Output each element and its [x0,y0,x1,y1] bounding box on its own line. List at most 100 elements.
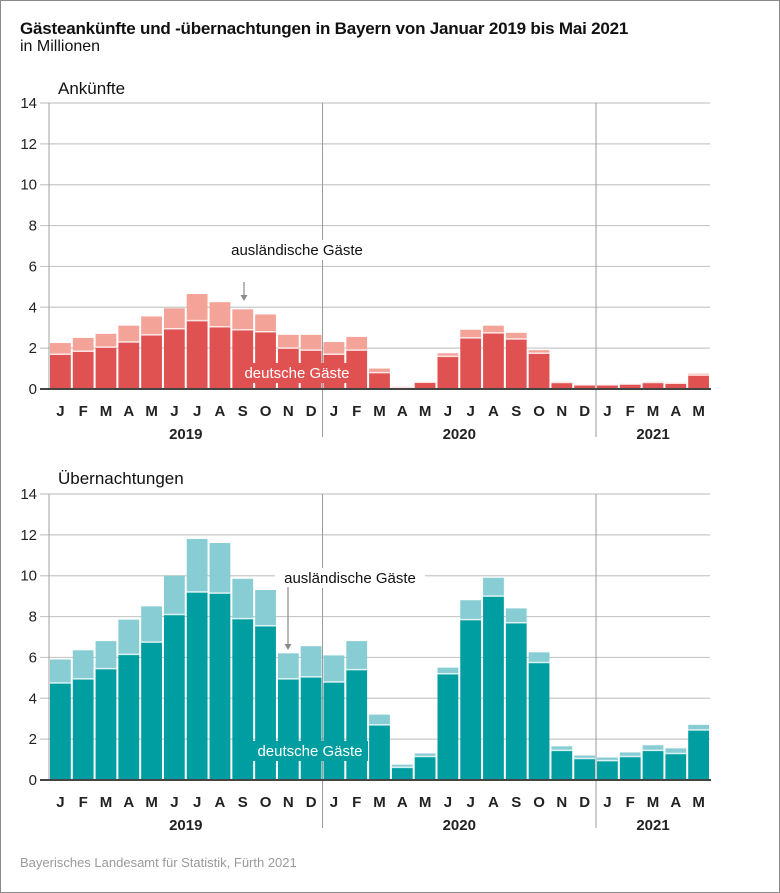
x-tick-label: J [56,794,64,811]
bar-domestic [460,337,482,389]
bar-foreign [642,745,664,751]
bar-domestic [50,682,71,780]
bar-domestic [665,383,687,389]
x-tick-label: J [603,403,611,420]
bar-foreign [483,325,504,333]
x-tick-label: J [467,403,475,420]
bar-domestic [414,756,436,780]
year-label: 2019 [169,817,202,834]
bar-domestic [619,384,641,389]
bar-foreign [369,368,390,373]
y-tick-label: 4 [29,690,37,707]
year-label: 2021 [636,817,669,834]
annotation-foreign-guests: ausländische Gäste [231,242,363,259]
x-tick-label: A [123,794,134,811]
x-tick-label: J [193,794,201,811]
chart-subtitle: in Millionen [20,38,101,55]
bar-foreign [460,600,482,620]
bar-domestic [665,753,687,780]
bar-foreign [346,336,368,351]
bar-foreign [255,314,276,332]
y-tick-label: 0 [29,772,37,789]
bar-domestic [551,750,573,780]
x-tick-label: M [692,403,705,420]
bar-foreign [141,316,162,335]
bar-domestic [688,729,709,780]
bar-domestic [209,326,231,389]
bar-foreign [277,653,299,679]
x-tick-label: A [670,403,681,420]
bar-domestic [369,372,390,389]
bar-domestic [642,382,664,389]
y-tick-label: 12 [20,527,37,544]
x-tick-label: M [145,794,158,811]
annotation-bg [275,568,425,588]
x-tick-label: M [373,403,386,420]
bar-domestic [163,328,185,389]
bar-domestic [141,334,162,389]
bar-domestic [300,676,322,780]
bar-domestic [528,662,550,780]
x-tick-label: M [419,403,432,420]
x-tick-label: M [145,403,158,420]
bar-foreign [483,577,504,597]
bar-domestic [505,338,527,389]
bar-foreign [118,325,140,343]
y-tick-label: 4 [29,299,37,316]
annotation-domestic-bg [239,363,355,383]
bar-domestic [72,351,94,389]
x-tick-label: S [511,403,521,420]
bar-domestic [597,384,618,389]
bar-foreign [141,606,162,643]
bar-foreign [528,652,550,663]
bar-foreign [118,619,140,655]
x-tick-label: F [626,794,635,811]
bar-foreign [505,332,527,339]
bar-foreign [232,309,254,330]
y-tick-label: 14 [20,95,37,112]
panel-title: Übernachtungen [58,469,184,488]
bar-domestic [460,619,482,780]
x-tick-label: M [647,403,660,420]
x-tick-label: N [556,403,567,420]
annotation-foreign-guests: ausländische Gäste [284,570,416,587]
bar-domestic [483,596,504,780]
bar-foreign [209,543,231,594]
bar-foreign [505,608,527,623]
bar-domestic [437,673,459,780]
bar-foreign [688,724,709,730]
bar-foreign [232,578,254,619]
bar-foreign [574,755,596,759]
bar-foreign [437,353,459,357]
bar-foreign [323,342,345,355]
bar-domestic [232,618,254,780]
bar-foreign [300,646,322,677]
bar-domestic [369,724,390,780]
x-tick-label: J [330,403,338,420]
bar-domestic [141,642,162,780]
bar-foreign [414,753,436,757]
x-tick-label: F [79,794,88,811]
year-label: 2020 [443,817,476,834]
x-tick-label: F [352,403,361,420]
x-tick-label: J [603,794,611,811]
x-tick-label: F [626,403,635,420]
x-tick-label: J [170,794,178,811]
bar-foreign [323,655,345,682]
x-tick-label: N [556,794,567,811]
bar-foreign [72,337,94,352]
x-tick-label: D [579,794,590,811]
bar-domestic [50,354,71,389]
x-tick-label: O [533,403,545,420]
bar-foreign [300,334,322,351]
y-tick-label: 12 [20,136,37,153]
x-tick-label: M [100,403,113,420]
x-tick-label: O [533,794,545,811]
x-tick-label: J [444,794,452,811]
x-tick-label: S [511,794,521,811]
x-tick-label: O [260,794,272,811]
x-tick-label: M [373,794,386,811]
x-tick-label: A [215,403,226,420]
x-tick-label: A [397,403,408,420]
year-label: 2021 [636,426,669,443]
